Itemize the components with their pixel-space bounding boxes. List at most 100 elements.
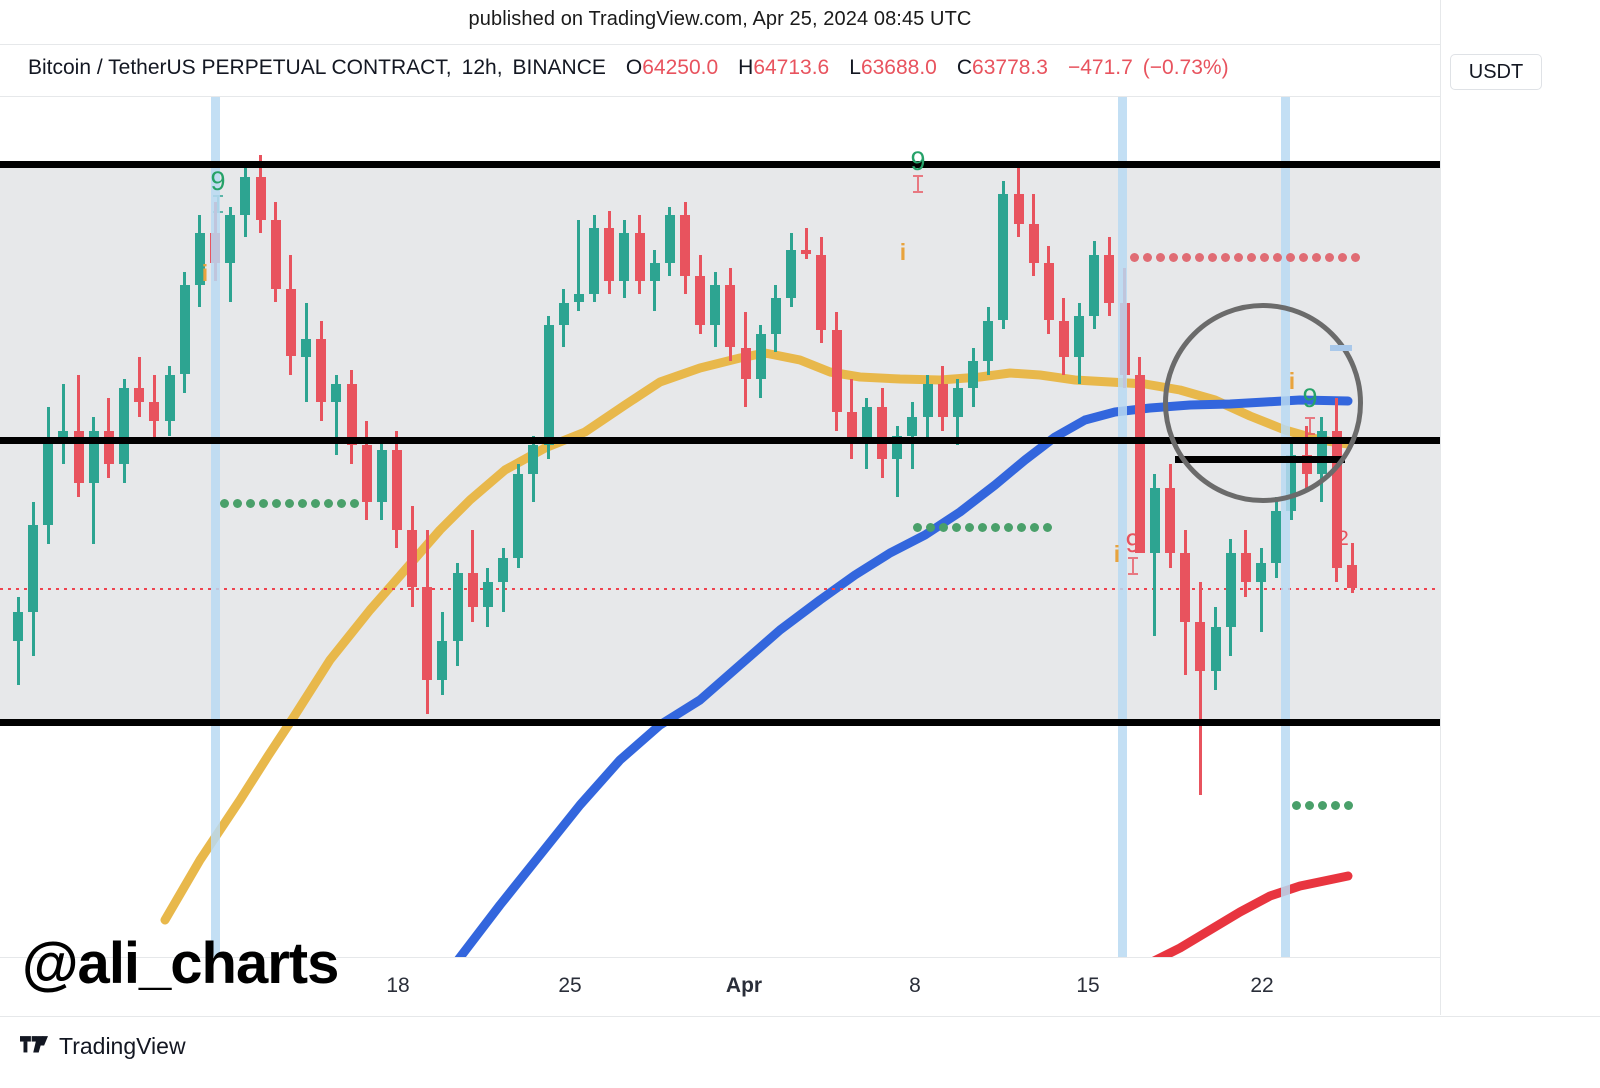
candle-body[interactable] xyxy=(998,193,1009,321)
candle-body[interactable] xyxy=(725,284,736,348)
level-dot xyxy=(246,499,255,508)
candle-body[interactable] xyxy=(88,430,99,483)
candle-body[interactable] xyxy=(528,445,539,474)
candle-body[interactable] xyxy=(710,284,721,325)
candle-body[interactable] xyxy=(1271,511,1282,563)
candle-body[interactable] xyxy=(255,176,266,220)
candle-body[interactable] xyxy=(1195,621,1206,671)
td-marker-td-sell-setup-green-9: 9 xyxy=(910,146,926,176)
candle-body[interactable] xyxy=(680,215,690,277)
candle-body[interactable] xyxy=(467,572,478,607)
candle-body[interactable] xyxy=(770,298,781,334)
crossover-highlight-circle[interactable] xyxy=(1163,303,1363,503)
candle-body[interactable] xyxy=(937,383,948,417)
candle-body[interactable] xyxy=(391,449,402,530)
candle-body[interactable] xyxy=(786,250,797,298)
candle-body[interactable] xyxy=(270,219,281,290)
candle-body[interactable] xyxy=(1028,224,1039,264)
candle-body[interactable] xyxy=(452,572,463,642)
candle-body[interactable] xyxy=(1165,487,1176,553)
candle-body[interactable] xyxy=(634,232,645,281)
candle-body[interactable] xyxy=(407,529,418,588)
candle-body[interactable] xyxy=(346,383,357,445)
tradingview-logo[interactable]: TradingView xyxy=(20,1033,186,1060)
horizontal-level-mid-resistance[interactable] xyxy=(0,437,1440,444)
candle-body[interactable] xyxy=(1180,553,1191,622)
candle-body[interactable] xyxy=(801,250,812,255)
candle-body[interactable] xyxy=(1013,193,1024,225)
candle-body[interactable] xyxy=(1256,562,1267,583)
candle-body[interactable] xyxy=(1074,316,1085,357)
candle-body[interactable] xyxy=(649,263,660,281)
candle-body[interactable] xyxy=(1104,254,1115,303)
candle-body[interactable] xyxy=(1210,626,1221,671)
candle-body[interactable] xyxy=(573,293,584,303)
candle-body[interactable] xyxy=(983,320,994,361)
time-scale[interactable]: 18 25 Apr 8 15 22 xyxy=(0,957,1440,1016)
candle-body[interactable] xyxy=(1043,263,1054,321)
candle-body[interactable] xyxy=(892,435,903,460)
candle-body[interactable] xyxy=(240,176,251,216)
candle-body[interactable] xyxy=(619,232,630,281)
candle-body[interactable] xyxy=(604,228,615,281)
legend-change-percent: (−0.73%) xyxy=(1142,56,1229,79)
candle-body[interactable] xyxy=(43,440,54,525)
candle-body[interactable] xyxy=(1089,254,1100,316)
candle-body[interactable] xyxy=(361,445,372,502)
candle-body[interactable] xyxy=(1240,553,1251,583)
candle-body[interactable] xyxy=(740,347,751,379)
chart-legend[interactable]: Bitcoin / TetherUS PERPETUAL CONTRACT, 12… xyxy=(28,56,1229,79)
candle-body[interactable] xyxy=(134,388,145,403)
candle-body[interactable] xyxy=(755,334,766,379)
candle-body[interactable] xyxy=(179,284,190,375)
candle-body[interactable] xyxy=(164,374,175,422)
candle-body[interactable] xyxy=(877,407,888,460)
horizontal-level-upper-resistance[interactable] xyxy=(0,161,1440,168)
candle-body[interactable] xyxy=(1149,487,1160,553)
candle-body[interactable] xyxy=(695,276,706,325)
candle-body[interactable] xyxy=(922,383,933,417)
candle-body[interactable] xyxy=(1225,553,1236,627)
candle-body[interactable] xyxy=(861,407,872,441)
legend-interval[interactable]: 12h xyxy=(461,56,497,79)
candle-body[interactable] xyxy=(194,232,205,285)
candle-body[interactable] xyxy=(73,430,84,483)
candle-body[interactable] xyxy=(149,402,160,422)
candle-body[interactable] xyxy=(952,388,963,417)
candle-body[interactable] xyxy=(285,289,296,357)
candle-body[interactable] xyxy=(119,388,130,464)
currency-badge[interactable]: USDT xyxy=(1450,54,1542,90)
candle-body[interactable] xyxy=(846,411,857,441)
candle-body[interactable] xyxy=(422,587,433,681)
candle-body[interactable] xyxy=(301,338,312,357)
candle-body[interactable] xyxy=(376,449,387,502)
price-scale[interactable]: USDT 74000.072000.070000.068000.066000.0… xyxy=(1440,0,1600,1015)
candle-body[interactable] xyxy=(907,416,918,436)
candle-body[interactable] xyxy=(1058,320,1069,357)
candle-body[interactable] xyxy=(498,557,509,583)
candle-body[interactable] xyxy=(437,641,448,681)
candle-body[interactable] xyxy=(103,430,114,464)
candle-body[interactable] xyxy=(13,611,23,642)
candle-body[interactable] xyxy=(816,254,827,330)
candle-body[interactable] xyxy=(28,525,39,612)
horizontal-level-lower-support[interactable] xyxy=(0,719,1440,726)
candle-body[interactable] xyxy=(968,361,979,388)
candle-body[interactable] xyxy=(331,383,342,403)
legend-symbol[interactable]: Bitcoin / TetherUS PERPETUAL CONTRACT xyxy=(28,56,446,79)
tradingview-wordmark: TradingView xyxy=(59,1033,186,1059)
candle-body[interactable] xyxy=(558,302,569,325)
candle-body[interactable] xyxy=(225,215,236,264)
candle-body[interactable] xyxy=(1347,565,1357,589)
candle-body[interactable] xyxy=(316,338,327,403)
candle-body[interactable] xyxy=(58,430,69,441)
candle-body[interactable] xyxy=(482,582,493,607)
candle-body[interactable] xyxy=(513,473,524,558)
candle-body[interactable] xyxy=(589,228,600,294)
candle-body[interactable] xyxy=(543,325,554,445)
candle-body[interactable] xyxy=(831,329,842,412)
candle-body[interactable] xyxy=(1134,374,1145,553)
candle-body[interactable] xyxy=(664,215,675,264)
candle-body[interactable] xyxy=(1331,430,1342,568)
